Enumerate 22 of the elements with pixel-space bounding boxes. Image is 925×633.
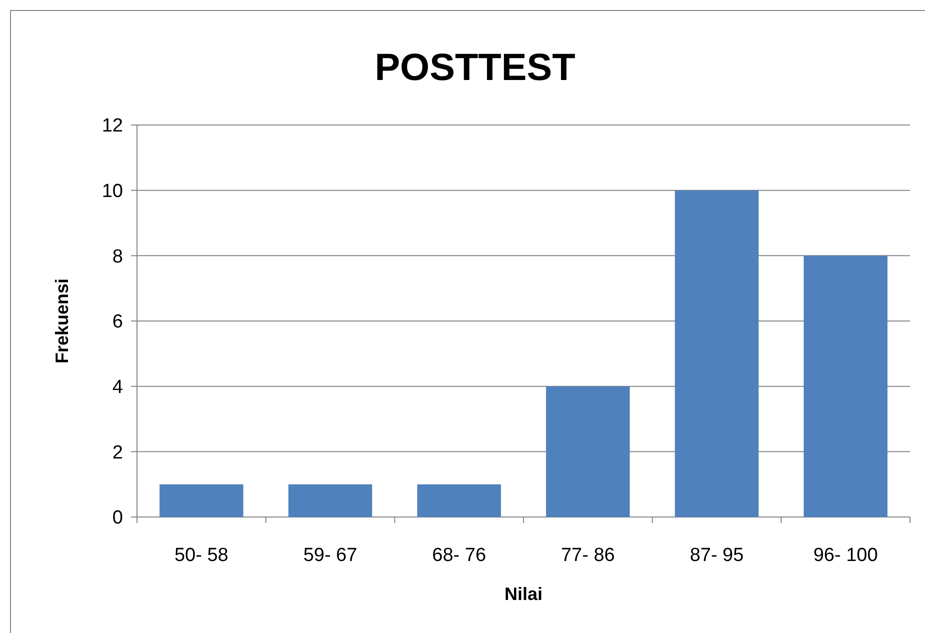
y-tick-label: 10 (102, 180, 123, 202)
y-tick-label: 0 (112, 508, 123, 529)
bar (160, 484, 244, 517)
y-tick-label: 8 (112, 246, 123, 268)
y-tick-label: 6 (112, 312, 123, 333)
y-axis-title: Frekuensi (52, 278, 72, 364)
y-tick-label: 4 (112, 376, 124, 398)
x-tick-label: 59- 67 (303, 545, 358, 566)
bar (674, 190, 759, 517)
x-tick-label: 87- 95 (690, 545, 744, 566)
x-tick-label: 77- 86 (560, 545, 615, 566)
x-tick-label: 68- 76 (432, 545, 486, 566)
chart-title: POSTTEST (374, 47, 576, 89)
x-tick-label: 50- 58 (174, 545, 228, 566)
bar (546, 386, 630, 517)
y-tick-label: 2 (112, 442, 123, 464)
bar (804, 256, 888, 517)
y-tick-label: 12 (102, 116, 123, 137)
x-tick-label: 96- 100 (813, 545, 878, 566)
bar (417, 484, 501, 517)
bar (288, 484, 372, 517)
x-axis-title: Nilai (504, 584, 543, 604)
